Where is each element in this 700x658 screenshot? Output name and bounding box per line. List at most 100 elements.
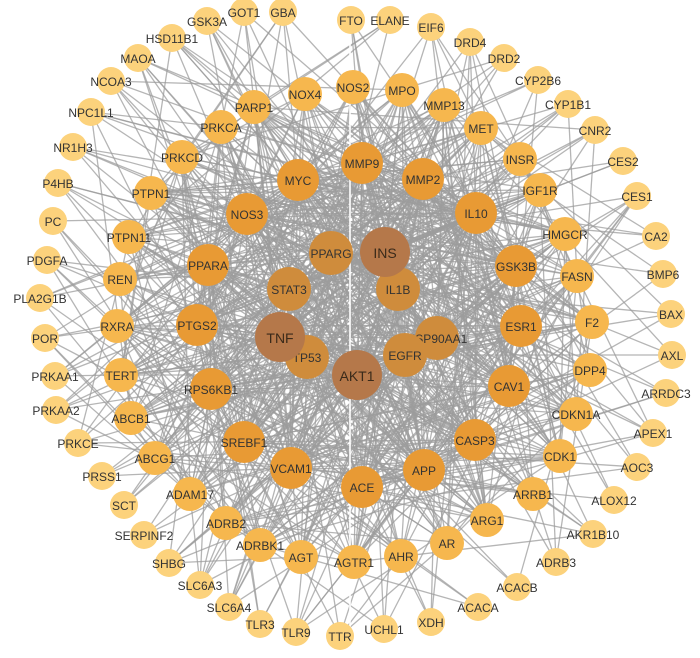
node-elane: ELANE	[370, 6, 410, 34]
node-label-ces1: CES1	[621, 190, 653, 204]
network-edge	[143, 467, 292, 536]
node-circle-stat3	[267, 267, 311, 311]
node-mmp9: MMP9	[341, 142, 383, 184]
node-rps6kb1: RPS6KB1	[184, 368, 238, 410]
network-edge	[446, 369, 591, 544]
network-edge	[150, 192, 212, 390]
node-label-alox12: ALOX12	[591, 494, 637, 508]
network-edge	[168, 556, 302, 564]
network-edge	[397, 288, 488, 521]
node-label-ptpn1: PTPN1	[132, 187, 171, 201]
network-edge	[137, 57, 406, 356]
node-circle-got1	[230, 0, 258, 26]
node-circle-acacb	[503, 573, 531, 601]
node-label-cdk1: CDK1	[544, 450, 576, 464]
node-egfr: EGFR	[383, 333, 427, 377]
node-acaca: ACACA	[457, 593, 499, 621]
node-tnf: TNF	[255, 312, 305, 362]
node-circle-slc6a3	[186, 571, 214, 599]
network-edge	[44, 337, 245, 443]
node-akr1b10: AKR1B10	[567, 520, 620, 548]
node-label-tp53: TP53	[293, 351, 322, 365]
node-nos2: NOS2	[336, 70, 370, 104]
node-por: POR	[31, 324, 59, 352]
node-ren: REN	[103, 262, 137, 296]
node-nox4: NOX4	[288, 77, 322, 111]
node-circle-hsd11b1	[158, 24, 186, 52]
node-ptpn1: PTPN1	[132, 176, 171, 210]
network-edge	[181, 156, 425, 471]
node-circle-mmp9	[341, 142, 383, 184]
node-circle-ces1	[623, 182, 651, 210]
node-circle-aoc3	[623, 453, 651, 481]
node-aoc3: AOC3	[621, 453, 654, 481]
network-edge	[228, 374, 358, 608]
node-label-nos3: NOS3	[231, 208, 264, 222]
node-mmp2: MMP2	[402, 158, 444, 200]
node-circle-arg1	[470, 503, 504, 537]
node-label-xdh: XDH	[418, 616, 443, 630]
node-circle-ppara	[187, 244, 229, 286]
node-circle-nos2	[336, 70, 370, 104]
node-circle-serpinf2	[130, 521, 158, 549]
network-edge	[397, 288, 672, 315]
network-edge	[46, 259, 355, 563]
node-label-il1b: IL1B	[386, 283, 411, 297]
node-met: MET	[464, 111, 498, 145]
node-fto: FTO	[337, 6, 365, 34]
node-label-adrb2: ADRB2	[206, 517, 246, 531]
node-label-ahr: AHR	[388, 550, 414, 564]
node-circle-pdgfa	[33, 246, 61, 274]
node-circle-rxra	[100, 309, 134, 343]
node-circle-ca2	[642, 222, 670, 250]
node-circle-adrb3	[542, 548, 570, 576]
network-edge	[150, 192, 399, 290]
network-edge	[77, 278, 121, 444]
network-edge	[304, 93, 406, 356]
network-edge	[46, 259, 290, 290]
node-circle-ptgs2	[176, 304, 218, 346]
node-ncoa3: NCOA3	[90, 67, 132, 95]
node-gsk3b: GSK3B	[495, 245, 537, 287]
network-edge	[356, 158, 521, 376]
node-label-pc: PC	[45, 215, 62, 229]
network-edge	[39, 297, 245, 443]
network-edge	[116, 325, 191, 495]
node-maoa: MAOA	[120, 44, 156, 72]
node-circle-arrb1	[516, 477, 550, 511]
network-edge	[57, 182, 198, 326]
network-edge	[220, 126, 425, 471]
node-label-slc6a4: SLC6A4	[207, 601, 252, 615]
node-label-adam17: ADAM17	[166, 488, 214, 502]
node-circle-ptpn1	[134, 176, 168, 210]
node-circle-apex1	[639, 419, 667, 447]
node-ptpn11: PTPN11	[107, 220, 152, 254]
network-edge	[196, 106, 255, 326]
node-circle-maoa	[124, 44, 152, 72]
node-ttr: TTR	[326, 622, 354, 650]
node-insr: INSR	[503, 142, 537, 176]
node-label-mmp9: MMP9	[345, 157, 380, 171]
node-label-agt: AGT	[289, 551, 314, 565]
node-arg1: ARG1	[470, 503, 504, 537]
node-label-gba: GBA	[270, 6, 295, 20]
node-mpo: MPO	[385, 73, 419, 107]
node-circle-prkaa1	[41, 362, 69, 390]
node-circle-prss1	[88, 462, 116, 490]
node-label-prkaa1: PRKAA1	[31, 370, 79, 384]
node-label-nr1h3: NR1H3	[53, 141, 93, 155]
node-label-hsd11b1: HSD11B1	[146, 32, 199, 46]
node-circle-ces2	[609, 147, 637, 175]
network-edge	[72, 146, 363, 488]
node-circle-arrdc3	[652, 379, 680, 407]
node-label-pdgfa: PDGFA	[27, 254, 68, 268]
network-edge	[110, 80, 209, 266]
node-f2: F2	[575, 305, 609, 339]
node-tlr9: TLR9	[281, 618, 311, 646]
node-cnr2: CNR2	[579, 116, 612, 144]
node-circle-shbg	[155, 549, 183, 577]
network-edge	[361, 79, 539, 164]
node-label-eif6: EIF6	[418, 21, 444, 35]
network-edge	[243, 441, 425, 471]
node-circle-cyp1b1	[554, 90, 582, 118]
